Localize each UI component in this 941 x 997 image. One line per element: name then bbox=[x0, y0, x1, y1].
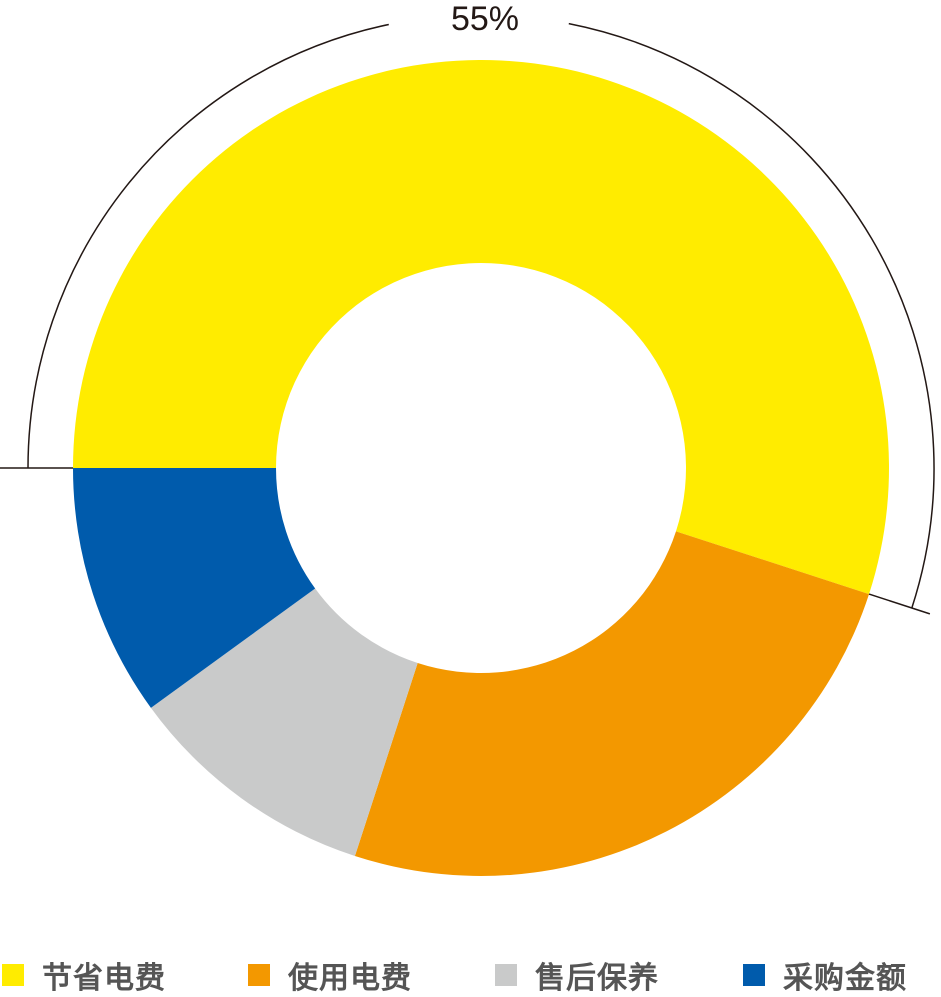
slice-saved-electricity bbox=[73, 60, 890, 595]
legend-swatch bbox=[743, 964, 765, 986]
donut-chart: 55% bbox=[0, 0, 935, 877]
legend-label: 售后保养 bbox=[535, 961, 659, 996]
slice-purchase bbox=[73, 468, 316, 708]
legend-swatch bbox=[248, 964, 270, 986]
legend-item-used-electricity: 使用电费 bbox=[248, 955, 412, 996]
legend: 节省电费 使用电费 售后保养 采购金额 bbox=[0, 955, 941, 996]
annotation-tick-end bbox=[868, 593, 931, 615]
legend-item-saved-electricity: 节省电费 bbox=[2, 955, 166, 996]
legend-item-maintenance: 售后保养 bbox=[495, 955, 659, 996]
legend-swatch bbox=[495, 964, 517, 986]
legend-label: 采购金额 bbox=[783, 961, 907, 996]
legend-label: 使用电费 bbox=[288, 961, 412, 996]
slices bbox=[73, 60, 890, 877]
legend-swatch bbox=[2, 964, 24, 986]
legend-label: 节省电费 bbox=[42, 961, 166, 996]
annotation-label: 55% bbox=[451, 0, 519, 38]
slice-maintenance bbox=[150, 588, 418, 857]
legend-item-purchase: 采购金额 bbox=[743, 955, 907, 996]
slice-used-electricity bbox=[354, 531, 870, 877]
annotation-bracket bbox=[27, 22, 935, 609]
